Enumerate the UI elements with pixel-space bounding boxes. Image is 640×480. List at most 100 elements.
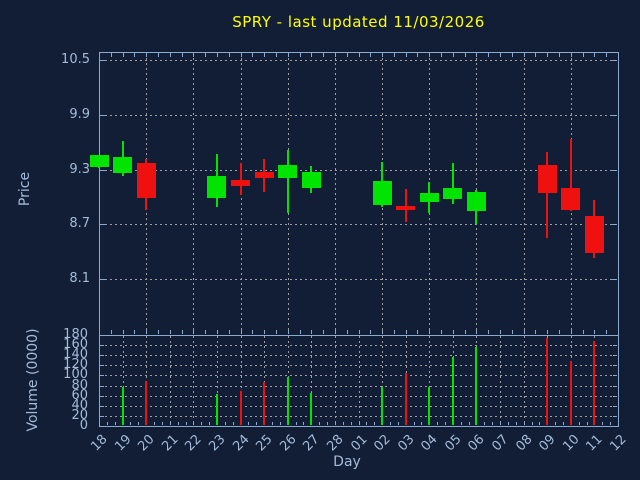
price-xtick-mark [523,53,525,57]
day-tick-label: 08 [512,432,536,455]
day-tick-label: 26 [277,432,300,455]
volume-xtick-mark [327,422,329,425]
candle-body [443,187,463,199]
volume-bar [404,373,407,425]
price-xtick-mark [382,330,384,334]
day-tick-label: 02 [371,432,394,455]
volume-xtick-mark [539,422,541,425]
volume-xtick-mark [114,422,116,425]
price-xtick-mark [311,330,313,334]
volume-xtick-mark [562,422,564,425]
volume-day-gridline [193,336,195,425]
volume-bar [263,382,266,425]
volume-xtick-mark [484,422,486,425]
volume-xtick-mark [421,422,423,425]
volume-xtick-mark [389,422,391,425]
day-tick-label: 11 [583,432,607,455]
candle-body [561,187,581,210]
volume-bar [286,376,289,425]
price-ytick-mark [100,169,105,171]
price-xtick-mark [476,53,478,57]
volume-xtick-mark [138,422,140,425]
price-tick-label: 8.7 [69,216,90,232]
volume-xtick-mark [334,422,336,425]
day-tick-label: 20 [135,432,158,455]
candle-wick [286,150,289,214]
price-xtick-mark [535,53,537,57]
volume-day-gridline [382,336,384,425]
price-gridline [100,114,617,116]
day-axis-label: Day [333,454,361,470]
price-xtick-mark [393,53,395,57]
price-xtick-mark [452,53,454,57]
day-tick-label: 23 [206,432,229,455]
price-xtick-mark [193,330,195,334]
volume-bar [121,386,124,425]
volume-xtick-mark [319,422,321,425]
day-tick-label: 27 [300,432,323,455]
price-xtick-mark [299,53,301,57]
volume-ytick-mark [100,335,104,336]
volume-ytick-mark [613,355,617,357]
price-xtick-mark [582,330,584,334]
candle-body [231,179,251,186]
price-xtick-mark [134,330,136,334]
price-xtick-mark [216,53,218,57]
price-xtick-mark [476,330,478,334]
volume-xtick-mark [492,422,494,425]
price-xtick-mark [228,53,230,57]
volume-xtick-mark [507,422,509,425]
volume-xtick-mark [602,422,604,425]
volume-day-gridline [216,336,218,425]
volume-tick-label: 80 [71,377,88,393]
volume-xtick-mark [248,422,250,425]
price-xtick-mark [346,53,348,57]
price-xtick-mark [228,330,230,334]
price-xtick-mark [358,330,360,334]
volume-xtick-mark [445,422,446,425]
price-xtick-mark [570,330,572,334]
price-ytick-mark [612,279,617,280]
volume-ytick-mark [613,385,617,387]
price-xtick-mark [488,53,490,57]
price-xtick-mark [193,53,195,57]
volume-xtick-mark [169,422,171,425]
price-xtick-mark [275,330,277,334]
price-xtick-mark [511,330,513,334]
price-xtick-mark [205,53,207,57]
volume-xtick-mark [161,422,163,425]
volume-xtick-mark [350,422,352,425]
volume-ytick-mark [613,405,617,407]
price-gridline [100,279,617,280]
day-tick-label: 12 [607,432,630,455]
day-tick-label: 09 [536,432,559,455]
price-ytick-mark [100,279,105,280]
volume-xtick-mark [256,422,258,425]
price-xtick-mark [441,330,443,334]
volume-xtick-mark [295,422,297,425]
volume-xtick-mark [500,422,502,425]
volume-tick-label: 40 [71,397,88,413]
day-tick-label: 25 [253,432,276,455]
volume-xtick-mark [209,422,211,425]
price-xtick-mark [523,330,525,334]
day-tick-label: 01 [347,432,371,455]
volume-bar [593,341,596,425]
candle-wick [239,163,242,196]
price-xtick-mark [134,53,136,57]
volume-xtick-mark [578,422,580,425]
price-xtick-mark [570,53,572,57]
price-xtick-mark [334,330,336,334]
candle-body [396,206,416,210]
volume-xtick-mark [437,422,439,425]
volume-ytick-mark [100,415,104,417]
candle-wick [569,139,572,211]
volume-xtick-mark [177,422,179,425]
price-xtick-mark [323,53,325,57]
candle-body [301,172,321,188]
volume-day-gridline [500,336,502,425]
day-tick-label: 28 [324,432,347,455]
price-xtick-mark [547,330,549,334]
price-xtick-mark [606,330,608,334]
price-xtick-mark [122,53,124,57]
